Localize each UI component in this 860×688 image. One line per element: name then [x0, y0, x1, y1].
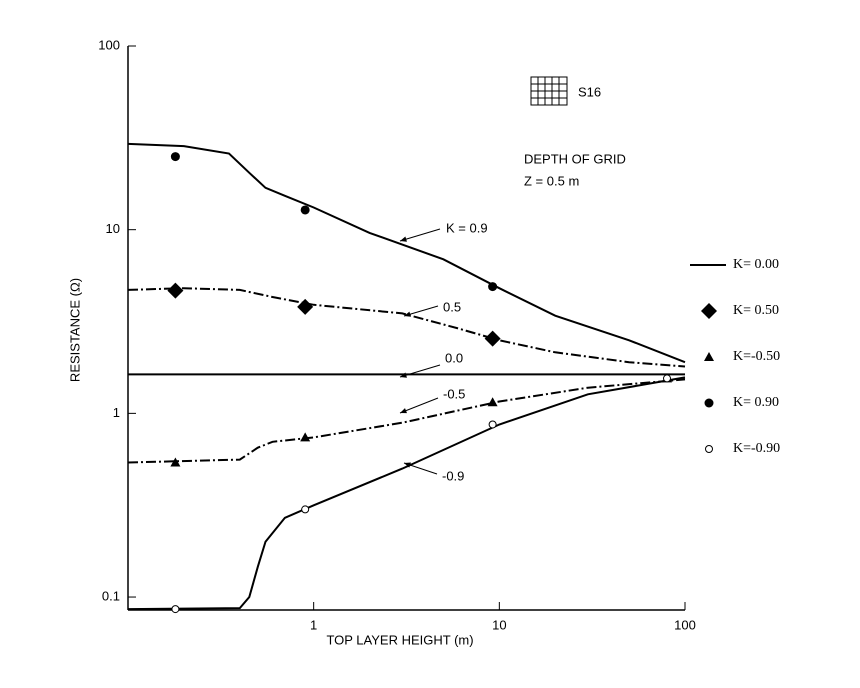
- y-tick-label: 100: [98, 37, 120, 52]
- legend-marker: [705, 445, 713, 453]
- data-point: [487, 397, 498, 407]
- note: DEPTH OF GRID: [524, 151, 626, 166]
- data-point: [300, 432, 311, 442]
- data-point: [171, 605, 180, 614]
- icon-label: S16: [578, 84, 601, 99]
- data-point: [488, 420, 497, 429]
- legend-text: K= 0.90: [733, 395, 779, 410]
- curve-label: K = 0.9: [446, 220, 488, 235]
- curve-label: -0.9: [442, 468, 464, 483]
- arrow-head: [404, 462, 411, 468]
- curve: [127, 287, 686, 368]
- data-point: [170, 152, 180, 162]
- legend-text: K=-0.90: [733, 441, 780, 456]
- x-tick-label: 100: [674, 617, 696, 632]
- data-point: [297, 298, 314, 315]
- x-tick-label: 1: [310, 617, 317, 632]
- data-point: [301, 505, 310, 514]
- data-point: [663, 374, 672, 383]
- curve: [127, 376, 686, 611]
- data-point: [167, 282, 184, 299]
- arrow-head: [400, 408, 407, 414]
- data-point: [484, 330, 501, 347]
- grid-icon: [530, 76, 568, 106]
- curve: [127, 378, 686, 464]
- data-point: [170, 457, 181, 467]
- y-tick-label: 1: [113, 405, 120, 420]
- curve: [127, 142, 686, 364]
- arrow-head: [400, 372, 407, 378]
- curve-label: 0.0: [445, 350, 463, 365]
- legend-marker: [704, 352, 714, 361]
- note: Z = 0.5 m: [524, 173, 579, 188]
- legend-text: K= 0.00: [733, 257, 779, 272]
- x-tick-label: 10: [492, 617, 506, 632]
- annotation-pointer: [399, 228, 441, 242]
- annotation-pointer: [399, 364, 441, 378]
- y-axis-label: RESISTANCE (Ω): [67, 278, 82, 382]
- curve-label: 0.5: [443, 299, 461, 314]
- legend-text: K=-0.50: [733, 349, 780, 364]
- curve-label: -0.5: [443, 386, 465, 401]
- legend-marker: [704, 398, 714, 408]
- y-tick-label: 0.1: [102, 588, 120, 603]
- annotation-pointer: [399, 397, 439, 414]
- y-tick-label: 10: [106, 221, 120, 236]
- arrow-head: [400, 236, 407, 242]
- x-axis-label: TOP LAYER HEIGHT (m): [326, 632, 473, 647]
- data-point: [300, 205, 310, 215]
- legend-text: K= 0.50: [733, 303, 779, 318]
- arrow-head: [404, 311, 411, 317]
- data-point: [488, 282, 498, 292]
- legend-marker: [701, 303, 717, 319]
